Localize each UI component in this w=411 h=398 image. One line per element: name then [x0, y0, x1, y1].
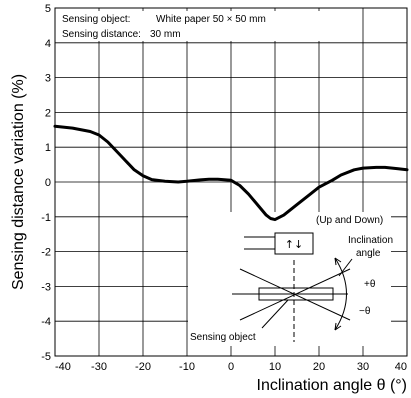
y-tick-label: 5 [45, 3, 51, 15]
y-tick-label: -2 [41, 247, 51, 259]
arc-arrow-bottom-1 [334, 322, 337, 331]
y-tick-label: 4 [45, 38, 51, 50]
inset-inclination-line1: Inclination [348, 235, 393, 246]
series-line [53, 124, 409, 222]
inset-direction-label: (Up and Down) [316, 215, 383, 226]
series-layer [53, 124, 409, 222]
y-tick-label: -5 [41, 351, 51, 363]
x-tick-label: 40 [395, 361, 407, 373]
sensing-object-plate [258, 287, 334, 301]
x-tick-label: -20 [135, 361, 151, 373]
annotation-object-value: White paper 50 × 50 mm [156, 14, 266, 25]
annotation-distance-value: 30 mm [150, 29, 181, 40]
inset-background [188, 212, 391, 346]
x-tick-label: 30 [357, 361, 369, 373]
y-tick-label: -4 [41, 316, 51, 328]
annotation-distance-label: Sensing distance: [62, 29, 141, 40]
inset-minus-theta: −θ [359, 306, 371, 317]
x-tick-label: -30 [91, 361, 107, 373]
y-tick-label: -1 [41, 212, 51, 224]
tilt-line-negative [239, 268, 351, 321]
up-down-arrows-icon: ↑↓ [285, 238, 303, 251]
y-tick-label: 1 [45, 142, 51, 154]
inset-diagram: (Up and Down) ↑↓ Inclination angle +θ −θ… [190, 215, 393, 343]
y-tick-label: 2 [45, 107, 51, 119]
inset-inclination-line2: angle [356, 248, 381, 259]
object-pointer [261, 299, 289, 329]
inset-object-label: Sensing object [190, 332, 256, 343]
annotation-background [60, 11, 322, 41]
arc-arrow-top-1 [334, 257, 337, 266]
x-tick-label: 10 [269, 361, 281, 373]
sensor-body [274, 232, 314, 255]
y-tick-label: 3 [45, 73, 51, 85]
y-axis-title: Sensing distance variation (%) [10, 74, 27, 290]
arc-arrow-bottom-2 [334, 325, 342, 331]
inset-plus-theta: +θ [364, 279, 376, 290]
arc-arrow-top-2 [334, 257, 342, 263]
annotation-object-label: Sensing object: [62, 14, 130, 25]
x-axis-title: Inclination angle θ (°) [257, 377, 407, 394]
x-tick-label: 0 [228, 361, 234, 373]
y-tick-label: -3 [41, 281, 51, 293]
x-tick-label: 20 [313, 361, 325, 373]
x-tick-label: -10 [179, 361, 195, 373]
y-tick-label: 0 [45, 177, 51, 189]
x-tick-label: -40 [55, 361, 71, 373]
plot-frame [54, 7, 408, 357]
angle-arc [334, 257, 347, 331]
